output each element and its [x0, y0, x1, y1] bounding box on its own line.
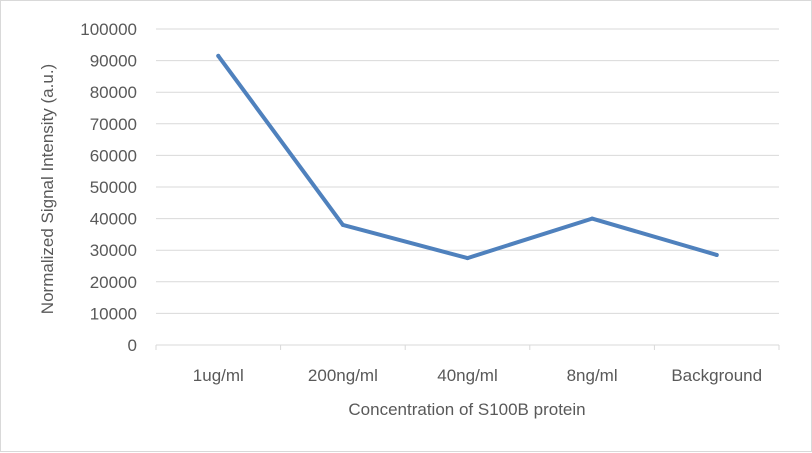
data-point [340, 222, 345, 227]
y-tick-label: 80000 [90, 83, 137, 102]
series-layer [216, 53, 719, 261]
x-tick-label: Background [671, 366, 762, 385]
x-tick-labels: 1ug/ml 200ng/ml 40ng/ml 8ng/ml Background [193, 366, 762, 385]
x-tick-label: 1ug/ml [193, 366, 244, 385]
y-tick-label: 50000 [90, 178, 137, 197]
y-tick-label: 0 [128, 336, 137, 355]
y-tick-label: 70000 [90, 115, 137, 134]
y-axis-title: Normalized Signal Intensity (a.u.) [38, 64, 57, 314]
data-point [714, 252, 719, 257]
data-point [590, 216, 595, 221]
x-axis-title: Concentration of S100B protein [348, 400, 585, 419]
y-tick-label: 10000 [90, 304, 137, 323]
y-tick-label: 60000 [90, 146, 137, 165]
axes [155, 344, 780, 350]
x-tick-label: 200ng/ml [308, 366, 378, 385]
y-tick-label: 30000 [90, 241, 137, 260]
x-tick-label: 8ng/ml [567, 366, 618, 385]
y-tick-labels: 0 10000 20000 30000 40000 50000 60000 70000 8000… [80, 20, 137, 355]
data-point [465, 256, 470, 261]
y-tick-label: 20000 [90, 273, 137, 292]
series-line [216, 53, 719, 261]
y-tick-label: 40000 [90, 210, 137, 229]
y-tick-label: 90000 [90, 52, 137, 71]
gridlines [156, 28, 779, 314]
data-point [216, 53, 221, 58]
x-tick-label: 40ng/ml [437, 366, 497, 385]
y-tick-label: 100000 [80, 20, 137, 39]
